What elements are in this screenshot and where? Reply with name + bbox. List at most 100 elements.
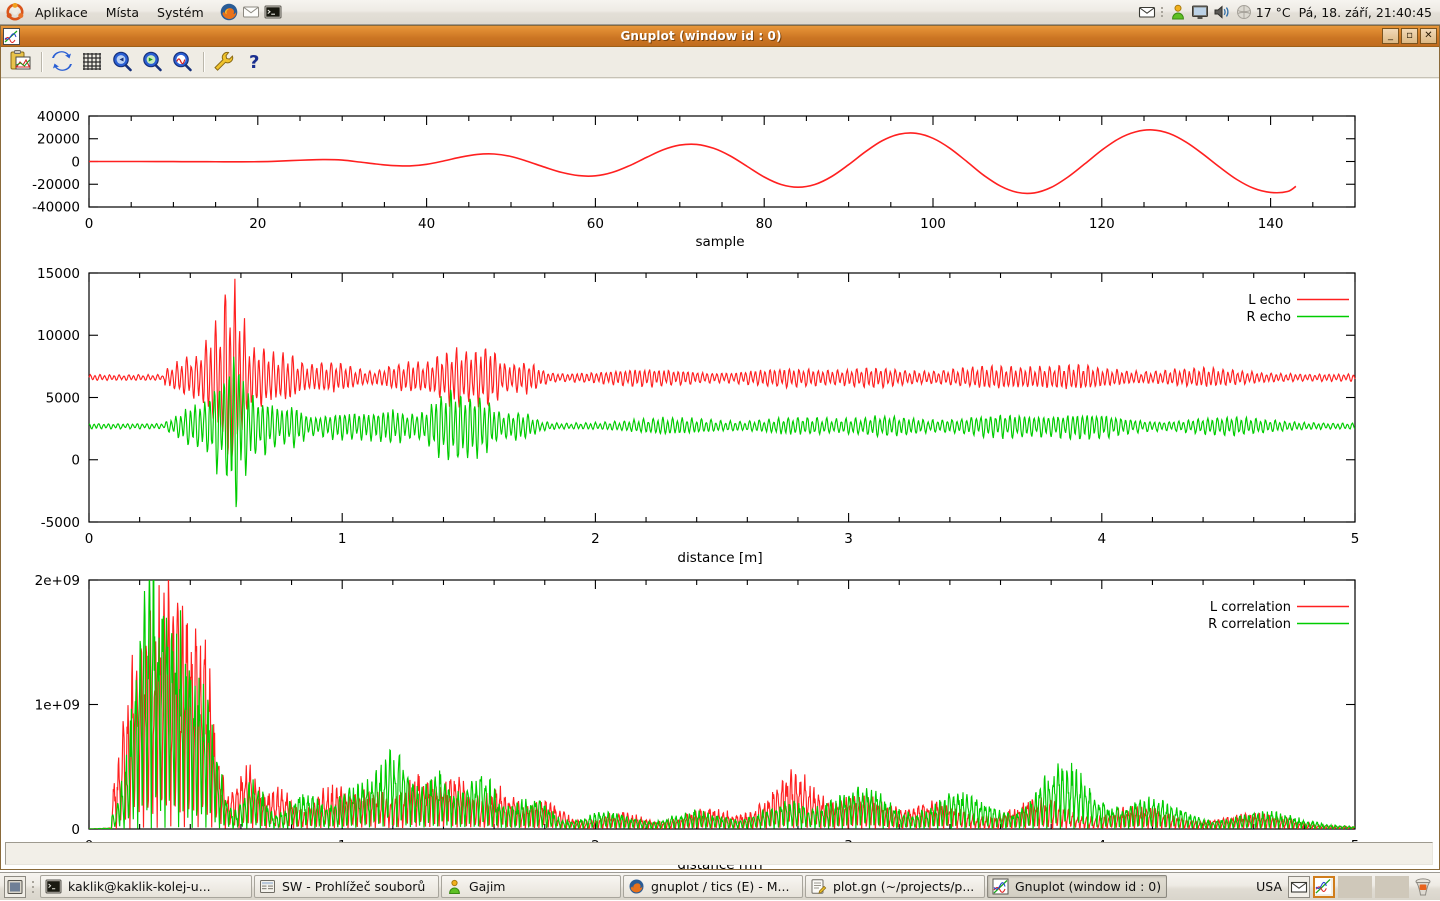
p1-series-transmitted-pulse	[89, 129, 1297, 195]
p2-ytick--5000: -5000	[41, 515, 80, 531]
p1-xtick-80: 80	[756, 216, 773, 232]
task-file-manager-label: SW - Prohlížeč souborů	[282, 879, 426, 894]
p2-xaxis-title: distance [m]	[677, 550, 762, 566]
p2-series-l-echo	[88, 278, 1356, 458]
gnuplot-plot-canvas[interactable]: 40000 20000 0 -20000 -40000 0 20 40 60 80 100…	[1, 79, 1439, 869]
weather-icon[interactable]	[1234, 2, 1254, 22]
file-manager-icon	[259, 878, 276, 895]
firefox-launcher-icon[interactable]	[219, 2, 239, 22]
p2-legend-r-echo-label: R echo	[1246, 310, 1291, 325]
temperature-label: 17 °C	[1255, 4, 1291, 20]
tray-grip	[1159, 2, 1166, 22]
p1-xtick-0: 0	[85, 216, 94, 232]
p2-series-r-echo	[88, 356, 1356, 508]
task-gnuplot-label: Gnuplot (window id : 0)	[1015, 879, 1162, 894]
gnuplot-toolbar: ?	[1, 47, 1439, 78]
p1-xtick-140: 140	[1258, 216, 1284, 232]
task-firefox[interactable]: gnuplot / tics (E) - M...	[623, 875, 803, 898]
p2-xtick-1: 1	[338, 531, 347, 547]
task-gajim-label: Gajim	[469, 879, 506, 894]
show-desktop-icon[interactable]	[4, 875, 26, 898]
ubuntu-logo-icon[interactable]	[6, 2, 24, 21]
task-editor-label: plot.gn (~/projects/p...	[833, 879, 975, 894]
task-gnuplot[interactable]: Gnuplot (window id : 0)	[987, 875, 1167, 898]
mail-notification-icon[interactable]	[1137, 2, 1157, 22]
previous-zoom-button[interactable]	[109, 49, 137, 76]
clock-label[interactable]: Pá, 18. září, 21:40:45	[1298, 4, 1432, 20]
taskbar-tray: USA	[1256, 875, 1438, 898]
next-zoom-button[interactable]	[139, 49, 167, 76]
close-button[interactable]: ✕	[1420, 28, 1437, 44]
maximize-button[interactable]: ▫	[1401, 28, 1418, 44]
copy-to-clipboard-button[interactable]	[7, 49, 35, 76]
toolbar-separator-2	[203, 52, 205, 72]
p1-xtick-100: 100	[920, 216, 946, 232]
trash-icon[interactable]	[1412, 876, 1434, 898]
transmitted-pulse-plot: 40000 20000 0 -20000 -40000 0 20 40 60 80 100…	[32, 109, 1356, 250]
task-gajim[interactable]: Gajim	[441, 875, 621, 898]
task-terminal[interactable]: kaklik@kaklik-kolej-u...	[40, 875, 252, 898]
p1-xtick-60: 60	[587, 216, 604, 232]
echo-plot: 15000 10000 5000 0 -5000 0 1 2 3 4 5 distance…	[37, 266, 1359, 566]
p1-ytick--40000: -40000	[32, 200, 80, 216]
p1-xtick-20: 20	[249, 216, 266, 232]
firefox-icon	[628, 878, 645, 895]
p2-legend: L echo R echo	[1246, 293, 1349, 325]
p2-ytick-10000: 10000	[37, 328, 80, 344]
terminal-launcher-icon[interactable]	[263, 2, 283, 22]
p1-ytick--20000: -20000	[32, 177, 80, 193]
p1-ytick-20000: 20000	[37, 132, 80, 148]
p1-xtick-40: 40	[418, 216, 435, 232]
tray-empty-slot-2[interactable]	[1375, 875, 1409, 898]
tray-empty-slot-1[interactable]	[1338, 875, 1372, 898]
p2-xtick-5: 5	[1351, 531, 1360, 547]
p3-series-r-correlation	[89, 580, 1355, 829]
p3-legend-l-correlation-label: L correlation	[1210, 600, 1291, 615]
window-title: Gnuplot (window id : 0)	[620, 29, 782, 43]
menu-places[interactable]: Místa	[105, 4, 140, 20]
terminal-icon	[45, 878, 62, 895]
settings-button[interactable]	[211, 49, 239, 76]
keyboard-layout-indicator[interactable]: USA	[1256, 879, 1282, 894]
p2-xtick-3: 3	[844, 531, 853, 547]
help-button[interactable]: ?	[241, 49, 269, 76]
task-file-manager[interactable]: SW - Prohlížeč souborů	[254, 875, 439, 898]
window-titlebar[interactable]: Gnuplot (window id : 0) _ ▫ ✕	[1, 26, 1439, 47]
p3-legend-r-correlation-label: R correlation	[1208, 617, 1291, 632]
p2-ytick-0: 0	[71, 453, 80, 469]
p3-ytick-2e09: 2e+09	[35, 573, 80, 589]
p1-ytick-40000: 40000	[37, 109, 80, 125]
gnuplot-window: Gnuplot (window id : 0) _ ▫ ✕	[0, 25, 1440, 870]
evolution-mail-launcher-icon[interactable]	[241, 2, 261, 22]
p1-ytick-0: 0	[71, 155, 80, 171]
autoscale-button[interactable]	[169, 49, 197, 76]
display-icon[interactable]	[1190, 2, 1210, 22]
gnome-top-panel: Aplikace Místa Systém	[0, 0, 1440, 25]
minimize-button[interactable]: _	[1382, 28, 1399, 44]
user-status-icon[interactable]	[1168, 2, 1188, 22]
menu-applications[interactable]: Aplikace	[35, 4, 88, 20]
menu-system[interactable]: Systém	[157, 4, 204, 20]
task-terminal-label: kaklik@kaklik-kolej-u...	[68, 879, 211, 894]
toggle-grid-button[interactable]	[79, 49, 107, 76]
p3-legend: L correlation R correlation	[1208, 600, 1349, 632]
volume-icon[interactable]	[1212, 2, 1232, 22]
p2-xtick-4: 4	[1098, 531, 1107, 547]
window-list-taskbar: kaklik@kaklik-kolej-u... SW - Prohlížeč …	[0, 872, 1440, 900]
p2-ytick-5000: 5000	[46, 391, 80, 407]
svg-text:?: ?	[249, 52, 259, 73]
gnuplot-status-bar	[5, 842, 1433, 865]
gnuplot-icon	[3, 27, 20, 45]
replot-button[interactable]	[49, 49, 77, 76]
p2-xtick-0: 0	[85, 531, 94, 547]
p3-ytick-1e09: 1e+09	[35, 698, 80, 714]
p2-xtick-2: 2	[591, 531, 600, 547]
tray-mail-icon[interactable]	[1288, 875, 1310, 898]
task-editor[interactable]: plot.gn (~/projects/p...	[805, 875, 985, 898]
p2-legend-l-echo-label: L echo	[1248, 293, 1291, 308]
p1-xtick-120: 120	[1089, 216, 1115, 232]
tray-gnuplot-icon[interactable]	[1313, 875, 1335, 898]
taskbar-grip	[30, 877, 36, 897]
p3-ytick-0: 0	[71, 822, 80, 838]
